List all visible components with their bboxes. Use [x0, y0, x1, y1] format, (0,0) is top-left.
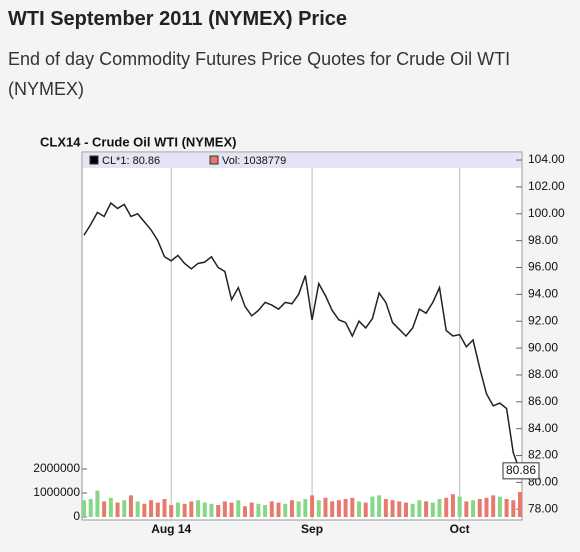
legend-swatch	[209, 155, 219, 165]
volume-bar	[189, 501, 194, 517]
volume-bar	[155, 502, 160, 517]
volume-bar	[289, 500, 294, 517]
legend-bar	[83, 153, 521, 168]
volume-bar	[471, 500, 476, 517]
volume-bar	[229, 502, 234, 517]
volume-bar	[484, 497, 489, 517]
y2-tick-label: 0	[73, 509, 80, 523]
volume-bar	[102, 501, 107, 517]
volume-bar	[202, 502, 207, 517]
volume-bar	[316, 500, 321, 517]
volume-bar	[397, 501, 402, 517]
volume-bar	[336, 500, 341, 517]
volume-bar	[182, 503, 187, 517]
x-tick-label: Oct	[450, 522, 470, 536]
y-tick-label: 88.00	[528, 367, 558, 381]
y2-tick-label: 2000000	[33, 461, 80, 475]
volume-bar	[437, 499, 442, 517]
y2-tick-label: 1000000	[33, 485, 80, 499]
volume-bar	[122, 500, 127, 517]
volume-bar	[504, 499, 509, 517]
y-tick-label: 96.00	[528, 260, 558, 274]
volume-bar	[88, 499, 93, 517]
volume-bar	[511, 500, 516, 517]
volume-bar	[444, 497, 449, 517]
volume-bar	[417, 500, 422, 517]
volume-bar	[383, 499, 388, 517]
volume-bar	[128, 495, 133, 517]
volume-bar	[518, 492, 522, 517]
volume-bar	[310, 495, 315, 517]
volume-bar	[108, 497, 113, 517]
last-value-label: 80.86	[506, 463, 536, 477]
volume-bar	[323, 497, 328, 517]
volume-bar	[377, 495, 382, 517]
volume-bar	[330, 501, 335, 517]
volume-bar	[350, 497, 355, 517]
volume-bar	[296, 501, 301, 517]
volume-bar	[256, 503, 261, 517]
volume-bar	[477, 499, 482, 517]
volume-bar	[357, 501, 362, 517]
chart-title: CLX14 - Crude Oil WTI (NYMEX)	[40, 134, 236, 149]
volume-bar	[82, 500, 86, 517]
volume-bar	[242, 506, 247, 517]
y-tick-label: 86.00	[528, 394, 558, 408]
y-tick-label: 104.00	[528, 152, 565, 166]
subheading: End of day Commodity Futures Price Quote…	[8, 49, 511, 99]
volume-bar	[457, 496, 462, 517]
y-tick-label: 100.00	[528, 206, 565, 220]
volume-bar	[491, 495, 496, 517]
volume-bar	[343, 499, 348, 517]
volume-bar	[303, 499, 308, 517]
volume-bar	[497, 496, 502, 517]
volume-bar	[236, 500, 241, 517]
volume-bar	[363, 502, 368, 517]
legend-swatch	[89, 155, 99, 165]
volume-bar	[142, 503, 147, 517]
heading: WTI September 2011 (NYMEX) Price	[8, 8, 348, 30]
volume-bar	[249, 502, 254, 517]
y-tick-label: 82.00	[528, 448, 558, 462]
y-tick-label: 94.00	[528, 287, 558, 301]
volume-bar	[390, 500, 395, 517]
price-line	[83, 201, 521, 472]
y-tick-label: 92.00	[528, 313, 558, 327]
volume-bar	[209, 503, 214, 517]
legend-label: CL*1: 80.86	[102, 155, 160, 167]
volume-bar	[162, 499, 167, 517]
plot-area	[81, 151, 523, 521]
volume-bar	[403, 502, 408, 517]
volume-bar	[135, 501, 140, 517]
x-tick-label: Sep	[301, 522, 323, 536]
volume-bar	[149, 500, 154, 517]
legend-label: Vol: 1038779	[222, 155, 286, 167]
y-tick-label: 78.00	[528, 501, 558, 515]
volume-bar	[95, 490, 100, 517]
y-tick-label: 84.00	[528, 421, 558, 435]
volume-bar	[410, 503, 415, 517]
volume-bar	[424, 501, 429, 517]
volume-bar	[216, 505, 221, 517]
x-tick-label: Aug 14	[151, 522, 191, 536]
volume-bar	[464, 501, 469, 517]
y-tick-label: 98.00	[528, 233, 558, 247]
volume-bar	[269, 501, 274, 517]
y-tick-label: 90.00	[528, 340, 558, 354]
volume-bar	[276, 502, 281, 517]
volume-bar	[196, 500, 201, 517]
volume-bar	[370, 496, 375, 517]
volume-bar	[450, 494, 455, 517]
last-value-box	[502, 462, 540, 480]
volume-bar	[283, 503, 288, 517]
volume-bar	[115, 502, 120, 517]
volume-bar	[263, 505, 268, 517]
y-tick-label: 102.00	[528, 179, 565, 193]
volume-bar	[430, 502, 435, 517]
volume-bar	[175, 502, 180, 517]
volume-bar	[169, 505, 174, 517]
volume-bar	[222, 501, 227, 517]
